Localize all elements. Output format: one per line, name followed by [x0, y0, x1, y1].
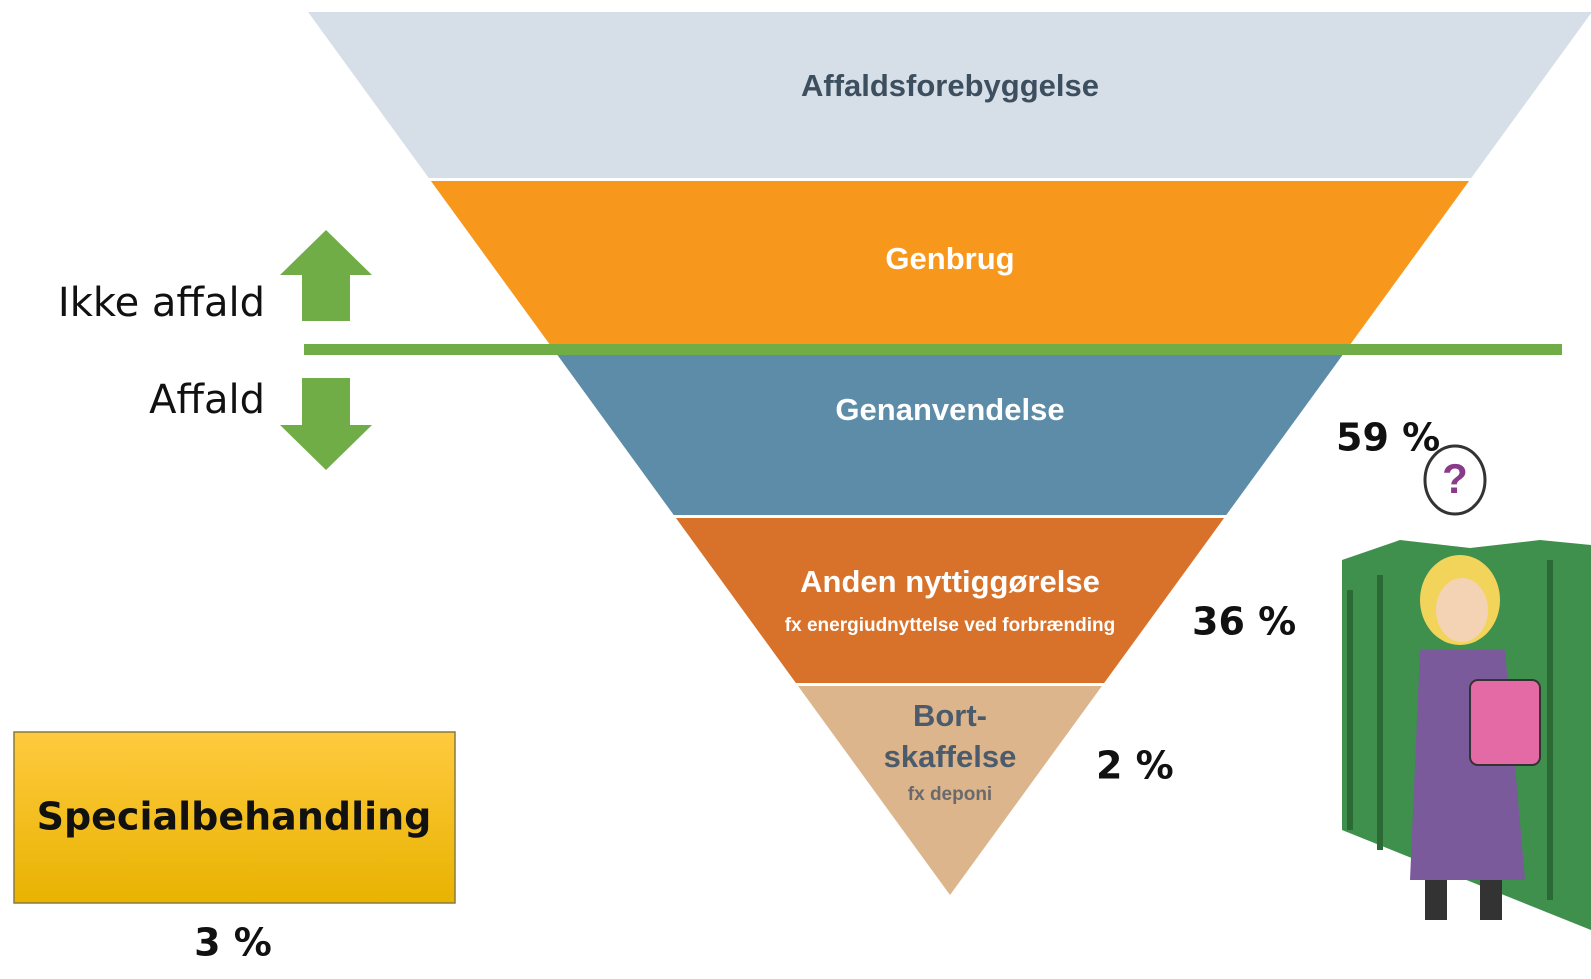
- level-label: Genanvendelse: [835, 392, 1064, 427]
- label-waste: Affald: [149, 377, 265, 423]
- level-label: Genbrug: [885, 241, 1014, 276]
- svg-text:?: ?: [1442, 455, 1468, 502]
- level-label: Anden nyttiggørelse: [800, 564, 1100, 599]
- special-share: 3 %: [194, 921, 272, 965]
- divider-line: [304, 344, 1562, 355]
- cartoon: ?: [1342, 444, 1591, 930]
- share: 36 %: [1192, 600, 1296, 644]
- level-band: [798, 686, 1102, 895]
- special-label: Specialbehandling: [37, 795, 432, 839]
- share: 2 %: [1096, 744, 1174, 788]
- level-label: skaffelse: [884, 739, 1017, 774]
- level-note: fx energiudnyttelse ved forbrænding: [785, 615, 1115, 636]
- up-arrow: [280, 230, 372, 321]
- level-band: [675, 518, 1225, 683]
- special-box: [13, 731, 456, 904]
- label-not-waste: Ikke affald: [58, 280, 265, 326]
- share: 59 %: [1336, 416, 1440, 460]
- level-note: fx deponi: [908, 784, 992, 805]
- level-label: Bort-: [913, 698, 987, 733]
- level-label: Affaldsforebyggelse: [801, 68, 1099, 103]
- down-arrow: [280, 378, 372, 470]
- level-band: [552, 348, 1348, 515]
- hierarchy: Affaldsforebyggelse Genbrug Genanvendelse A…: [308, 12, 1591, 895]
- level-band: [308, 12, 1591, 178]
- level-band: [430, 181, 1470, 345]
